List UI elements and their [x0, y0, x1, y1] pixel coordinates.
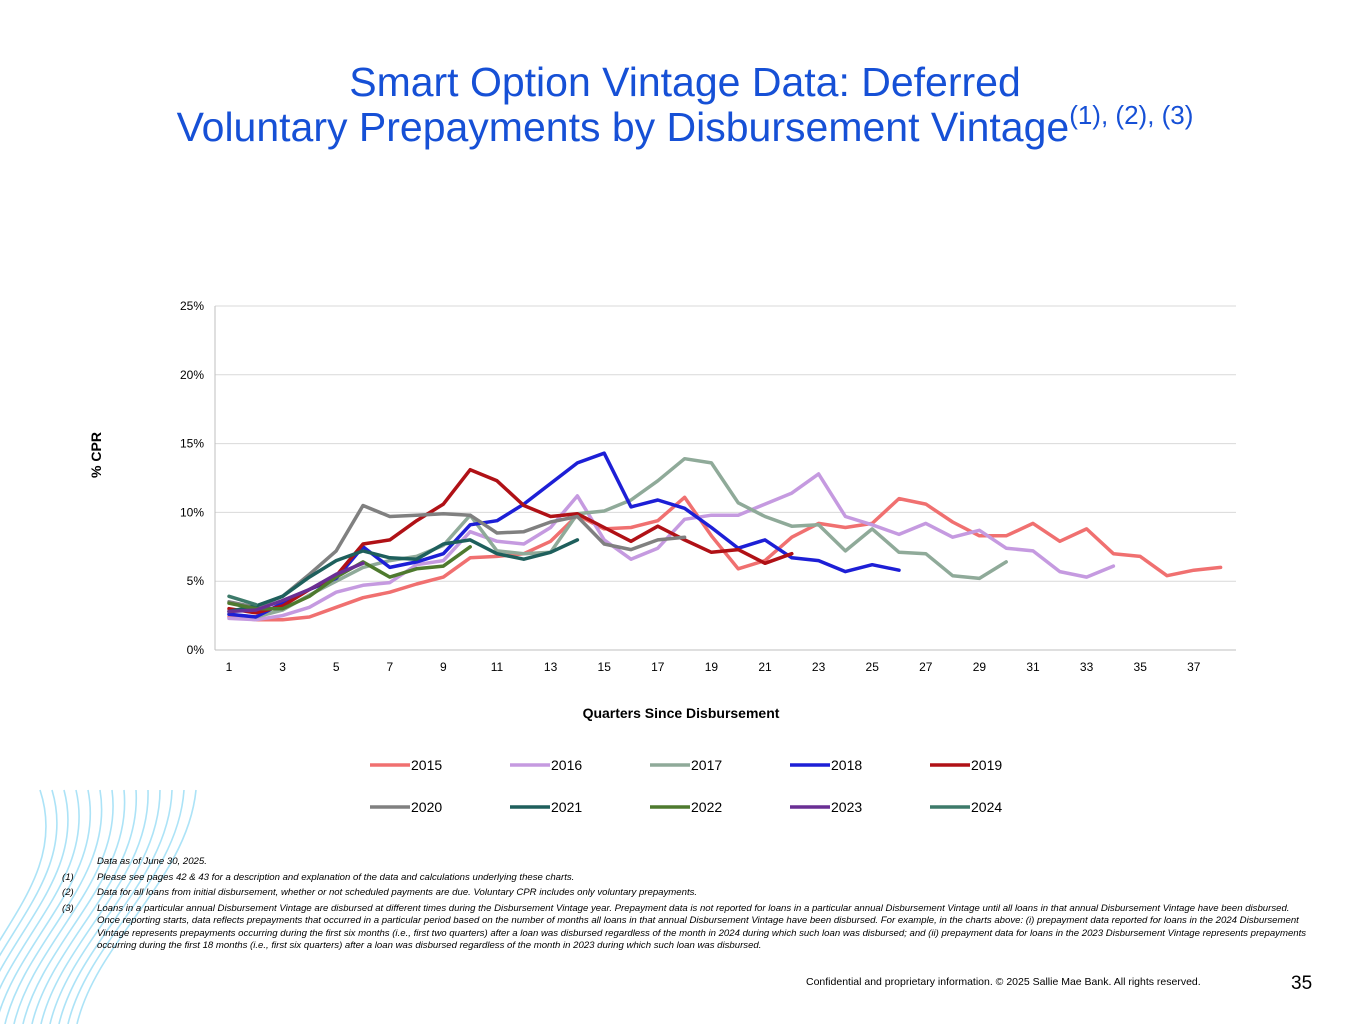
- footnote-number: (1): [62, 871, 74, 883]
- footnote-number: (3): [62, 902, 74, 914]
- wave-stroke: [13, 789, 114, 1024]
- x-tick-label: 27: [919, 660, 933, 674]
- legend-label: 2015: [411, 757, 442, 773]
- legend-item-2016: 2016: [510, 757, 582, 773]
- title-superscript: (1), (2), (3): [1069, 100, 1194, 130]
- wave-stroke: [0, 789, 47, 942]
- x-tick-label: 35: [1134, 660, 1148, 674]
- footnote-number: (2): [62, 887, 74, 898]
- x-tick-label: 23: [812, 660, 826, 674]
- legend-item-2017: 2017: [650, 757, 722, 773]
- x-tick-label: 37: [1187, 660, 1201, 674]
- footnote-text: Data for all loans from initial disburse…: [97, 887, 698, 898]
- x-tick-label: 19: [705, 660, 719, 674]
- legend-item-2015: 2015: [370, 757, 442, 773]
- legend-item-2019: 2019: [930, 757, 1002, 773]
- x-tick-label: 1: [226, 660, 233, 674]
- footnote: Data as of June 30, 2025.: [62, 856, 1312, 869]
- x-tick-label: 33: [1080, 660, 1094, 674]
- series-line-2024: [227, 594, 258, 607]
- footnote-text: Loans in a particular annual Disbursemen…: [97, 902, 1307, 952]
- y-tick-label: 0%: [187, 643, 205, 657]
- legend-label: 2024: [971, 799, 1002, 815]
- x-tick-label: 25: [866, 660, 880, 674]
- wave-stroke: [0, 789, 80, 991]
- x-axis-ticks: 1 3 5 7 9 11 13 15 17 19 21 23 25 27 29 31 33 35 37: [226, 660, 1201, 674]
- footnote: (3) Loans in a particular annual Disburse…: [62, 903, 1312, 953]
- page-number: 35: [1291, 973, 1313, 994]
- legend-label: 2021: [551, 799, 582, 815]
- legend-item-2018: 2018: [790, 757, 862, 773]
- y-tick-label: 25%: [180, 299, 204, 313]
- y-tick-label: 5%: [187, 574, 205, 588]
- wave-stroke: [22, 789, 126, 1024]
- x-tick-label: 7: [386, 660, 393, 674]
- series-line-2021: [227, 538, 580, 614]
- chart-gridlines: [215, 305, 1236, 582]
- wave-stroke: [0, 789, 58, 957]
- chart-legend: 2015 2016 2017 2018 2019 2020 2021 2022 2023 2024: [370, 757, 1002, 815]
- x-tick-label: 11: [491, 660, 504, 674]
- title-line-2: Voluntary Prepayments by Disbursement Vi…: [0, 102, 1365, 150]
- wave-stroke: [0, 789, 69, 973]
- title-line-2-text: Voluntary Prepayments by Disbursement Vi…: [176, 104, 1070, 150]
- legend-item-2021: 2021: [510, 799, 582, 815]
- legend-label: 2023: [831, 799, 862, 815]
- y-tick-label: 15%: [180, 437, 204, 451]
- confidentiality-footer: Confidential and proprietary information…: [806, 976, 1201, 988]
- x-tick-label: 13: [544, 660, 558, 674]
- legend-label: 2017: [691, 757, 722, 773]
- wave-stroke: [76, 789, 197, 1024]
- legend-item-2020: 2020: [370, 799, 442, 815]
- series-line-2023: [227, 561, 365, 614]
- legend-label: 2018: [831, 757, 862, 773]
- wave-stroke: [0, 789, 91, 1014]
- footnote: (1) Please see pages 42 & 43 for a descri…: [62, 872, 1312, 885]
- wave-stroke: [40, 789, 149, 1024]
- x-tick-label: 5: [333, 660, 340, 674]
- x-tick-label: 21: [758, 660, 772, 674]
- legend-label: 2020: [411, 799, 442, 815]
- x-tick-label: 17: [651, 660, 665, 674]
- decorative-wave-pattern: [0, 789, 197, 1024]
- chart-series-lines: [227, 451, 1223, 622]
- wave-stroke: [31, 789, 137, 1024]
- y-tick-label: 20%: [180, 368, 204, 382]
- x-tick-label: 15: [598, 660, 612, 674]
- y-axis-ticks: 0% 5% 10% 15% 20% 25%: [180, 299, 204, 657]
- legend-item-2024: 2024: [930, 799, 1002, 815]
- x-tick-label: 31: [1026, 660, 1040, 674]
- legend-label: 2019: [971, 757, 1002, 773]
- footnote-text: Please see pages 42 & 43 for a descripti…: [97, 871, 575, 883]
- wave-stroke: [67, 789, 185, 1024]
- x-tick-label: 3: [279, 660, 286, 674]
- x-tick-label: 9: [440, 660, 447, 674]
- series-line-2017: [227, 456, 1008, 619]
- wave-stroke: [4, 789, 103, 1024]
- footnote: (2) Data for all loans from initial disbu…: [62, 887, 1312, 900]
- y-tick-label: 10%: [180, 505, 204, 519]
- wave-stroke: [58, 789, 173, 1024]
- wave-stroke: [49, 789, 161, 1024]
- footnotes: Data as of June 30, 2025. (1) Please see p…: [62, 856, 1312, 956]
- slide-title: Smart Option Vintage Data: Deferred Volu…: [0, 60, 1365, 150]
- x-axis-label: Quarters Since Disbursement: [583, 705, 780, 721]
- footnote-number: [62, 856, 97, 869]
- legend-item-2022: 2022: [650, 799, 722, 815]
- footnote-text: Data as of June 30, 2025.: [97, 856, 207, 867]
- y-axis-label: % CPR: [88, 432, 104, 478]
- legend-label: 2016: [551, 757, 582, 773]
- legend-label: 2022: [691, 799, 722, 815]
- legend-item-2023: 2023: [790, 799, 862, 815]
- chart-axes: [214, 306, 1236, 651]
- series-line-2020: [227, 503, 687, 610]
- title-line-1: Smart Option Vintage Data: Deferred: [349, 59, 1021, 105]
- x-tick-label: 29: [973, 660, 987, 674]
